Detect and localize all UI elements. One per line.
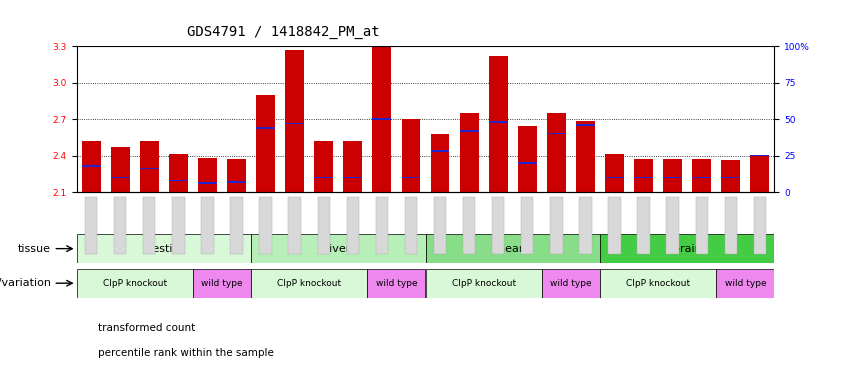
Bar xyxy=(77,269,193,298)
Bar xyxy=(343,177,363,178)
Bar xyxy=(285,50,304,192)
Bar xyxy=(692,177,711,178)
Bar xyxy=(488,56,508,192)
Bar xyxy=(692,159,711,192)
Bar xyxy=(198,182,217,184)
Bar xyxy=(426,269,542,298)
Bar xyxy=(368,269,426,298)
Bar xyxy=(314,177,334,178)
Bar xyxy=(517,126,537,192)
Bar xyxy=(82,165,100,167)
Text: testis: testis xyxy=(149,243,179,254)
Bar xyxy=(663,177,683,178)
Bar xyxy=(576,124,595,126)
Text: ClpP knockout: ClpP knockout xyxy=(626,279,690,288)
Text: wild type: wild type xyxy=(550,279,591,288)
Bar xyxy=(256,127,275,129)
Text: wild type: wild type xyxy=(724,279,766,288)
Bar xyxy=(460,130,478,131)
Text: percentile rank within the sample: percentile rank within the sample xyxy=(98,348,274,358)
Bar xyxy=(373,118,391,120)
Bar xyxy=(168,180,188,181)
Bar xyxy=(634,177,653,178)
Bar xyxy=(488,121,508,123)
Text: brain: brain xyxy=(673,243,701,254)
Bar xyxy=(547,133,566,134)
Bar xyxy=(314,141,334,192)
Bar xyxy=(256,95,275,192)
Bar xyxy=(517,162,537,164)
Bar xyxy=(605,154,624,192)
Bar xyxy=(751,156,769,192)
Bar xyxy=(547,113,566,192)
Text: heart: heart xyxy=(498,243,528,254)
Bar xyxy=(140,168,159,169)
Bar xyxy=(663,159,683,192)
Bar xyxy=(82,141,100,192)
Bar xyxy=(460,113,478,192)
Text: tissue: tissue xyxy=(18,244,51,254)
Bar xyxy=(111,147,129,192)
Bar xyxy=(285,122,304,124)
Bar xyxy=(722,161,740,192)
Bar xyxy=(751,155,769,156)
Bar xyxy=(431,134,449,192)
Bar xyxy=(542,269,600,298)
Bar xyxy=(198,158,217,192)
Bar xyxy=(373,46,391,192)
Bar xyxy=(600,234,774,263)
Bar xyxy=(600,269,717,298)
Text: wild type: wild type xyxy=(201,279,243,288)
Bar xyxy=(168,154,188,192)
Text: genotype/variation: genotype/variation xyxy=(0,278,51,288)
Bar xyxy=(251,234,426,263)
Bar xyxy=(193,269,251,298)
Text: wild type: wild type xyxy=(375,279,417,288)
Bar xyxy=(251,269,368,298)
Bar xyxy=(402,119,420,192)
Bar xyxy=(576,121,595,192)
Bar xyxy=(426,234,600,263)
Bar xyxy=(431,151,449,152)
Bar xyxy=(140,141,159,192)
Bar xyxy=(343,141,363,192)
Text: GDS4791 / 1418842_PM_at: GDS4791 / 1418842_PM_at xyxy=(187,25,380,39)
Text: ClpP knockout: ClpP knockout xyxy=(452,279,516,288)
Text: ClpP knockout: ClpP knockout xyxy=(277,279,341,288)
Bar xyxy=(111,177,129,178)
Bar xyxy=(717,269,774,298)
Bar xyxy=(227,159,246,192)
Bar xyxy=(722,177,740,178)
Bar xyxy=(402,177,420,178)
Text: transformed count: transformed count xyxy=(98,323,195,333)
Text: ClpP knockout: ClpP knockout xyxy=(103,279,167,288)
Bar xyxy=(634,159,653,192)
Bar xyxy=(77,234,251,263)
Bar xyxy=(605,177,624,178)
Bar xyxy=(227,181,246,182)
Text: liver: liver xyxy=(326,243,351,254)
